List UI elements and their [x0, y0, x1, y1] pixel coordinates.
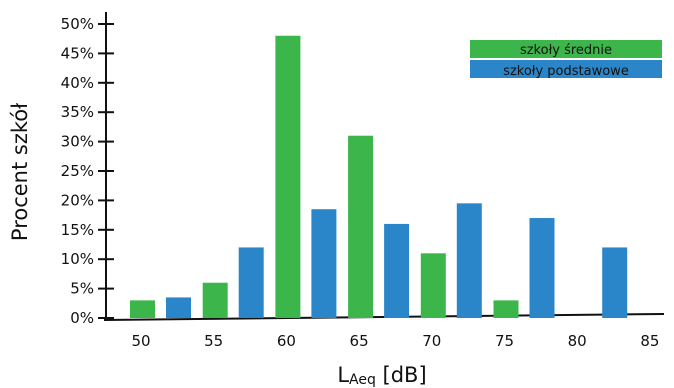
x-tick-label: 70: [422, 332, 441, 350]
x-tick-label: 60: [277, 332, 296, 350]
y-tick-label: 20%: [61, 191, 94, 209]
y-tick-label: 0%: [70, 309, 94, 327]
x-tick-group: 50 55 60 65 70 75 80 85: [131, 332, 659, 350]
bar-srednie-75: [493, 300, 519, 318]
axes-group: [103, 12, 665, 321]
x-axis-title: LAeq [dB]: [337, 363, 426, 388]
x-axis-line: [103, 313, 665, 321]
legend-swatch-srednie: [470, 40, 662, 58]
legend-label-srednie: szkoły średnie: [520, 43, 612, 58]
bar-podstawowe-75: [529, 218, 555, 318]
x-tick-label: 65: [350, 332, 369, 350]
x-tick-label: 75: [495, 332, 514, 350]
bar-podstawowe-65: [384, 223, 410, 318]
legend-label-podstawowe: szkoły podstawowe: [503, 64, 629, 79]
y-tick-label: 40%: [61, 74, 94, 92]
y-tick-label: 25%: [61, 162, 94, 180]
legend: szkoły średnie szkoły podstawowe: [470, 40, 662, 79]
y-tick-label: 50%: [61, 15, 94, 33]
x-tick-label: 50: [131, 332, 150, 350]
y-tick-label: 35%: [61, 103, 94, 121]
y-axis-title: Procent szkół: [8, 103, 32, 241]
bars-group: [130, 35, 628, 318]
bar-srednie-65: [348, 135, 374, 318]
x-axis-title-unit: [dB]: [376, 363, 427, 387]
y-tick-label: 15%: [61, 221, 94, 239]
bar-podstawowe-55: [238, 247, 264, 318]
y-tick-label: 45%: [61, 44, 94, 62]
x-tick-label: 85: [640, 332, 659, 350]
bar-srednie-70: [420, 253, 446, 318]
bar-srednie-55: [202, 282, 228, 318]
y-tick-label: 10%: [61, 250, 94, 268]
bar-podstawowe-70: [456, 203, 482, 318]
bar-podstawowe-50: [166, 297, 191, 318]
x-axis-title-sub: Aeq: [349, 372, 376, 388]
x-tick-label: 80: [568, 332, 587, 350]
y-tick-group: 0% 5% 10% 15% 20% 25% 30% 35% 40% 45% 50%: [61, 15, 114, 327]
legend-swatch-podstawowe: [470, 60, 662, 78]
y-tick-label: 30%: [61, 133, 94, 151]
x-axis-title-main: L: [337, 363, 349, 387]
y-tick-label: 5%: [70, 280, 94, 298]
bar-podstawowe-60: [311, 209, 337, 318]
bar-srednie-60: [275, 35, 301, 318]
x-tick-label: 55: [204, 332, 223, 350]
bar-podstawowe-80: [602, 247, 628, 318]
bar-srednie-50: [130, 300, 155, 318]
